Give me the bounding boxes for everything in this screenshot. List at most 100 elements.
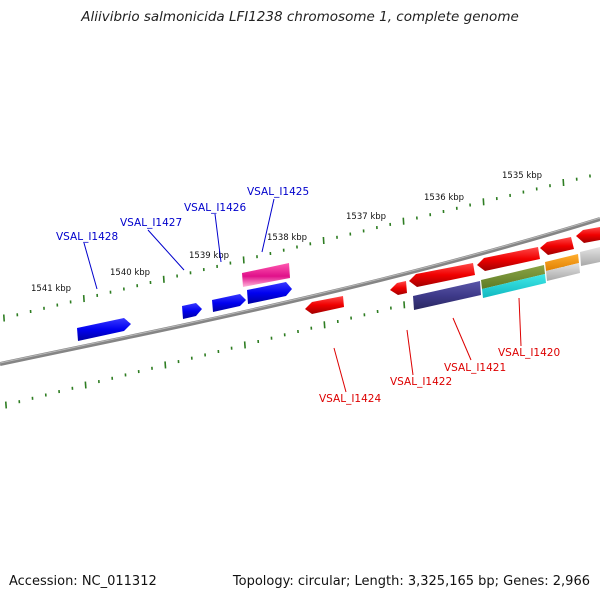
reverse-scale-minor-tick [31,396,34,400]
forward-scale-minor-tick [522,190,525,194]
forward-scale-minor-tick [549,184,551,188]
tick-label-1538kbp: 1538 kbp [267,233,307,243]
tick-label-1541kbp: 1541 kbp [31,284,71,294]
feature-block-cyan[interactable] [482,274,546,298]
forward-scale-minor-tick [189,271,192,275]
gene-feature-vsal-i1425[interactable] [247,282,292,304]
reverse-scale-minor-tick [310,326,313,330]
reverse-scale-minor-tick [124,373,127,377]
forward-scale-minor-tick [269,251,272,256]
reverse-scale-major-tick [164,361,167,369]
chromosome-backbone [0,217,600,366]
reverse-scale-minor-tick [363,313,366,317]
reverse-scale-minor-tick [18,400,21,404]
reverse-scale-minor-tick [151,366,153,370]
forward-scale-major-tick [82,295,85,303]
forward-scale-minor-tick [442,209,445,214]
reverse-scale-minor-tick [257,339,260,344]
forward-scale-minor-tick [429,213,432,217]
forward-scale-major-tick [402,217,405,225]
forward-scale-minor-tick [469,203,471,207]
reverse-scale-minor-tick [111,376,114,380]
forward-scale-minor-tick [149,280,152,285]
reverse-scale-major-tick [403,301,406,309]
gene-label-vsal-i1427[interactable]: VSAL_I1427 [120,217,182,229]
reverse-scale-minor-tick [283,333,286,337]
reverse-scale-major-tick [4,401,8,409]
reverse-scale-minor-tick [44,393,47,397]
forward-scale-minor-tick [509,193,511,197]
forward-scale-minor-tick [455,206,458,210]
reverse-scale-minor-tick [350,316,353,320]
reverse-scale-minor-tick [336,319,339,324]
gene-feature-vsal-i1426[interactable] [212,294,246,312]
forward-scale-minor-tick [109,290,112,294]
gene-label-vsal-i1424[interactable]: VSAL_I1424 [319,393,381,405]
forward-scale-minor-tick [535,187,538,191]
gene-feature-edge-red[interactable] [576,227,600,243]
forward-scale-minor-tick [16,313,19,317]
forward-scale-major-tick [162,275,165,283]
feature-block-gray[interactable] [546,263,580,281]
forward-scale-minor-tick [256,255,258,259]
forward-scale-minor-tick [282,248,285,252]
reverse-scale-major-tick [323,321,326,329]
gene-feature-vsal-i1420[interactable] [540,237,574,255]
forward-scale-minor-tick [362,229,365,233]
gene-label-vsal-i1422[interactable]: VSAL_I1422 [390,376,452,388]
forward-scale-minor-tick [589,174,591,178]
reverse-scale-minor-tick [270,336,273,340]
forward-scale-minor-tick [202,268,205,272]
feature-block-gray-edge[interactable] [580,247,600,266]
reverse-scale-minor-tick [389,306,392,310]
forward-scale-minor-tick [43,306,45,310]
reverse-leader-lines [333,297,522,393]
tick-label-1540kbp: 1540 kbp [110,268,150,278]
gene-label-vsal-i1425[interactable]: VSAL_I1425 [247,186,309,198]
feature-block-orange[interactable] [545,254,579,271]
tick-label-1539kbp: 1539 kbp [189,251,229,261]
feature-block-navy[interactable] [413,281,481,310]
gene-label-vsal-i1428[interactable]: VSAL_I1428 [56,231,118,243]
forward-scale-minor-tick [29,309,32,314]
map-title: Aliivibrio salmonicida LFI1238 chromosom… [81,9,519,25]
tick-label-1535kbp: 1535 kbp [502,171,542,181]
reverse-scale-minor-tick [177,360,180,364]
chromosome-backbone-highlight [0,217,600,364]
forward-scale-minor-tick [389,222,392,226]
reverse-scale-minor-tick [204,353,207,357]
reverse-scale-minor-tick [230,346,233,350]
gene-feature-vsal-i1427[interactable] [182,303,202,319]
gene-label-vsal-i1420[interactable]: VSAL_I1420 [498,347,560,359]
reverse-scale-major-tick [243,341,246,349]
reverse-scale-minor-tick [297,329,299,334]
forward-leader-lines [83,198,275,290]
gene-feature-vsal-i1423[interactable] [390,281,407,295]
forward-scale-minor-tick [296,245,298,249]
gene-feature-vsal-i1421[interactable] [477,247,540,271]
forward-scale-minor-tick [216,264,218,268]
gene-feature-vsal-i1428[interactable] [77,318,131,341]
feature-block-olive[interactable] [481,265,545,289]
forward-scale-minor-tick [69,300,72,304]
reverse-scale-minor-tick [137,370,140,374]
forward-scale-minor-tick [176,274,178,278]
tick-label-1536kbp: 1536 kbp [424,193,464,203]
forward-scale-minor-tick [575,177,578,181]
forward-scale-major-tick [482,198,485,206]
forward-scale-ticks [2,174,591,322]
gene-label-vsal-i1426[interactable]: VSAL_I1426 [184,202,246,214]
forward-scale-major-tick [562,178,565,187]
reverse-scale-major-tick [84,381,87,389]
gene-feature-vsal-i1422[interactable] [409,263,475,287]
gene-feature-pink[interactable] [242,263,290,287]
forward-scale-minor-tick [56,303,59,307]
forward-scale-minor-tick [309,242,312,246]
gene-label-vsal-i1421[interactable]: VSAL_I1421 [444,362,506,374]
forward-scale-minor-tick [123,287,125,291]
accession-text: Accession: NC_011312 [9,574,157,589]
gene-feature-vsal-i1424[interactable] [305,296,344,314]
reverse-scale-minor-tick [190,356,193,360]
